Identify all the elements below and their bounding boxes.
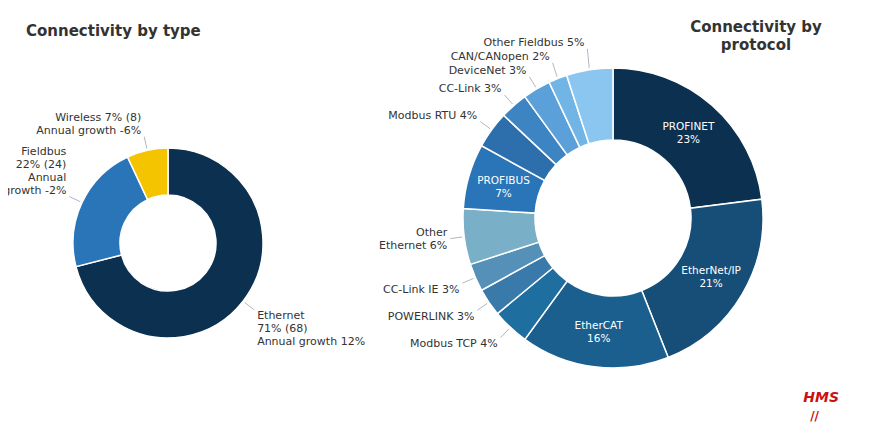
svg-text:Other: Other: [416, 226, 448, 239]
svg-text:21%: 21%: [699, 277, 722, 289]
html-text:Connectivity by protocol: Connectivity by protocol: [690, 18, 822, 54]
svg-text:CC-Link IE 3%: CC-Link IE 3%: [383, 283, 460, 296]
html-text:Connectivity by type: Connectivity by type: [26, 22, 201, 40]
svg-text:EtherCAT: EtherCAT: [575, 319, 624, 331]
svg-text:Annual growth 12%: Annual growth 12%: [257, 335, 365, 348]
svg-text:Fieldbus: Fieldbus: [21, 145, 66, 158]
svg-text:PROFIBUS: PROFIBUS: [477, 174, 530, 186]
svg-text:POWERLINK 3%: POWERLINK 3%: [388, 310, 475, 323]
svg-text:23%: 23%: [677, 133, 700, 145]
svg-text:Modbus RTU 4%: Modbus RTU 4%: [388, 109, 477, 122]
svg-text:Ethernet 6%: Ethernet 6%: [379, 239, 447, 252]
html-text:HMS: HMS: [803, 389, 839, 405]
svg-text:16%: 16%: [587, 332, 610, 344]
svg-text:CC-Link 3%: CC-Link 3%: [439, 82, 502, 95]
svg-text:growth -2%: growth -2%: [8, 184, 66, 197]
svg-text:Annual growth -6%: Annual growth -6%: [36, 124, 141, 137]
svg-text:71% (68): 71% (68): [257, 322, 308, 335]
svg-text:Modbus TCP 4%: Modbus TCP 4%: [410, 337, 498, 350]
svg-text:EtherNet/IP: EtherNet/IP: [681, 264, 741, 276]
svg-text:Ethernet: Ethernet: [257, 309, 305, 322]
svg-text:PROFINET: PROFINET: [662, 120, 715, 132]
svg-text:Annual: Annual: [28, 171, 66, 184]
svg-text:Other Fieldbus 5%: Other Fieldbus 5%: [484, 36, 585, 49]
svg-text:Wireless 7% (8): Wireless 7% (8): [55, 111, 141, 124]
svg-text:CAN/CANopen 2%: CAN/CANopen 2%: [451, 50, 550, 63]
svg-text:22% (24): 22% (24): [16, 158, 67, 171]
svg-text:DeviceNet 3%: DeviceNet 3%: [449, 64, 527, 77]
svg-text:7%: 7%: [495, 187, 512, 199]
